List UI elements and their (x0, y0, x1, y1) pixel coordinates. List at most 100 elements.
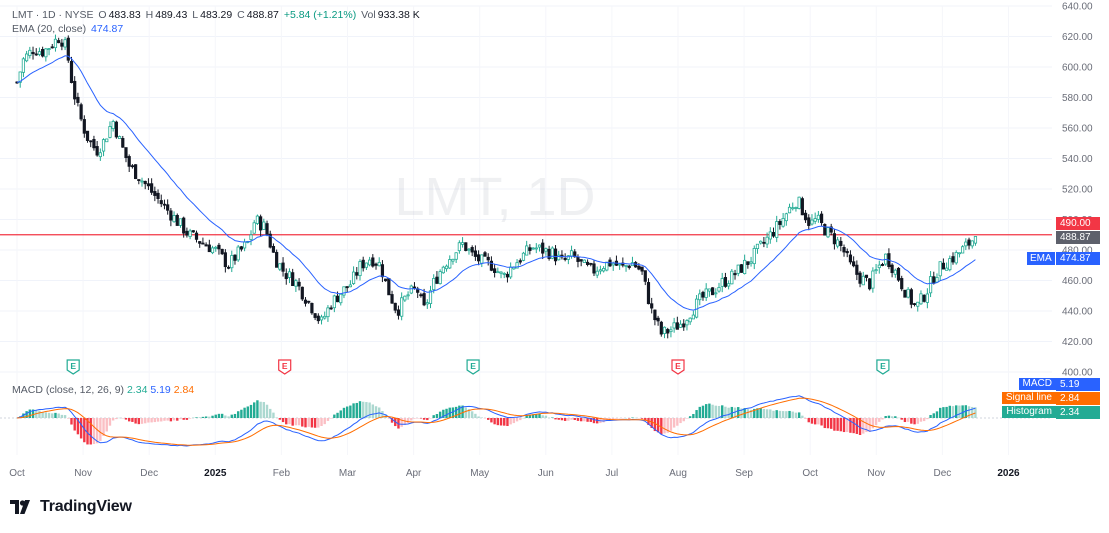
histogram-bar (823, 418, 826, 429)
histogram-bar (108, 418, 112, 426)
candle-body (53, 38, 58, 49)
candle-body (964, 241, 968, 247)
histogram-bar (474, 413, 477, 418)
candle-body (858, 272, 862, 284)
time-tick-label: Dec (140, 468, 158, 479)
histogram-bar (490, 418, 493, 423)
earnings-marker (876, 359, 890, 375)
histogram-bar (519, 418, 522, 421)
histogram-bar (579, 418, 583, 422)
histogram-bar (730, 406, 734, 418)
histogram-bar (865, 418, 868, 433)
earnings-marker (671, 359, 685, 375)
candle-body (973, 236, 978, 244)
histogram-bar (240, 409, 243, 418)
price-tick-label: 640.00 (1062, 2, 1093, 13)
histogram-bar (243, 407, 246, 418)
candle-body (730, 270, 734, 285)
candle-body (259, 216, 263, 231)
candle-body (759, 240, 763, 244)
candle-body (162, 203, 167, 206)
histogram-bar (682, 418, 685, 422)
histogram-bar (313, 418, 317, 428)
time-tick-label: 2026 (997, 468, 1020, 479)
candle-body (473, 250, 477, 257)
candle-body (627, 265, 631, 268)
histogram-bar (740, 408, 743, 418)
histogram-bar (855, 418, 859, 434)
histogram-bar (278, 418, 282, 420)
candle-body (371, 257, 375, 267)
candle-body (618, 263, 622, 266)
candle-body (387, 278, 391, 296)
candle-body (557, 254, 561, 261)
histogram-bar (669, 418, 673, 431)
candle-body (922, 294, 926, 302)
candle-body (188, 230, 192, 238)
candle-body (666, 329, 670, 334)
candle-body (34, 53, 38, 56)
candle-body (220, 248, 224, 255)
histogram-bar (862, 418, 865, 434)
candle-body (31, 51, 35, 55)
candle-body (848, 254, 853, 263)
candle-body (515, 262, 519, 269)
histogram-bar (416, 418, 419, 419)
histogram-bar (63, 415, 67, 418)
histogram-bar (236, 411, 240, 418)
histogram-bar (788, 410, 791, 418)
candle-body (553, 248, 558, 262)
histogram-bar (756, 408, 759, 418)
histogram-bar (945, 406, 948, 418)
candle-body (368, 259, 372, 266)
histogram-bar (631, 417, 634, 419)
histogram-bar (461, 405, 464, 418)
histogram-bar (188, 418, 192, 419)
histogram-bar (894, 416, 897, 418)
candle-body (550, 247, 554, 259)
histogram-bar (666, 418, 669, 433)
histogram-bar (301, 418, 304, 427)
histogram-bar (374, 406, 378, 418)
histogram-bar (640, 418, 644, 419)
signal-tag-value: 2.84 (1056, 392, 1100, 405)
macd-header: MACD (close, 12, 26, 9) 2.34 5.19 2.84 (12, 384, 194, 396)
price-tick-label: 420.00 (1062, 337, 1093, 348)
histogram-bar (557, 418, 560, 420)
histogram-bar (230, 414, 233, 418)
candle-body (159, 200, 163, 205)
histogram-bar (926, 418, 929, 420)
candle-body (566, 255, 570, 260)
histogram-bar (342, 407, 346, 418)
candle-body (454, 252, 458, 260)
candle-body (412, 286, 417, 289)
candle-body (797, 196, 801, 209)
histogram-bar (307, 418, 310, 427)
ema-label: EMA (20, close) (12, 23, 87, 35)
earnings-marker-label: E (470, 361, 476, 371)
histogram-bar (765, 409, 769, 418)
candle-body (493, 268, 497, 273)
histogram-bar (551, 417, 554, 418)
histogram-bar (637, 418, 641, 419)
candle-body (191, 230, 195, 233)
earnings-marker-label: E (675, 361, 681, 371)
histogram-bar (144, 418, 147, 424)
histogram-bar (958, 405, 961, 418)
candle-body (823, 224, 827, 236)
histogram-bar (733, 407, 737, 418)
histogram-bar (172, 418, 176, 421)
tradingview-logo-icon (10, 500, 30, 514)
histogram-bar (570, 418, 573, 420)
tradingview-logo[interactable]: TradingView (10, 498, 132, 516)
histogram-bar (592, 418, 596, 424)
candle-body (807, 217, 811, 226)
time-tick-label: Dec (934, 468, 952, 479)
candle-body (563, 257, 567, 260)
candle-body (768, 231, 772, 240)
earnings-marker-label: E (282, 361, 288, 371)
histogram-bar (772, 410, 775, 418)
histogram-bar (810, 418, 814, 424)
